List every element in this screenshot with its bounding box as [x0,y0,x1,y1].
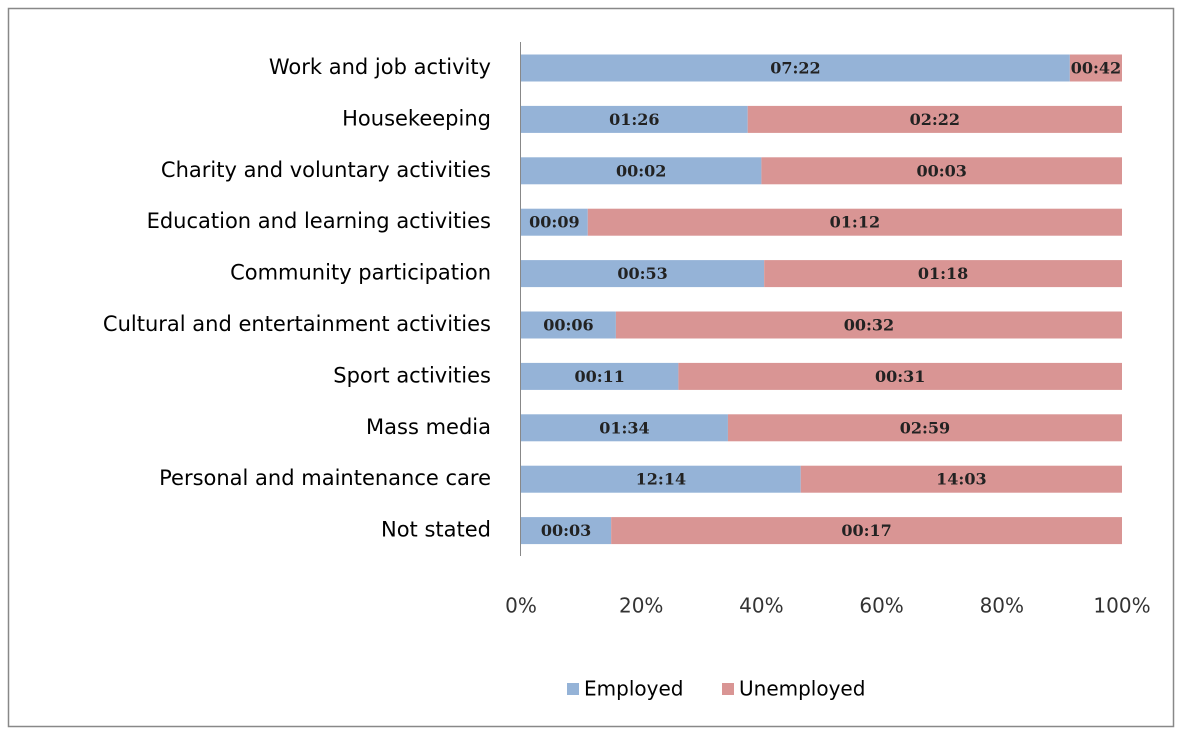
bar-segment [521,362,679,390]
category-label: Cultural and entertainment activities [103,312,491,336]
x-tick-label: 60% [859,594,903,618]
category-label: Mass media [366,415,491,439]
data-label: 12:14 [636,470,686,489]
data-label: 02:59 [900,418,950,437]
data-label: 00:32 [844,316,894,335]
data-label: 02:22 [910,110,960,129]
bar-segment [611,517,1122,545]
data-label: 14:03 [936,470,986,489]
data-label: 07:22 [770,59,820,78]
bar-segment [761,157,1122,185]
data-label: 00:17 [841,521,891,540]
data-label: 01:34 [599,418,649,437]
bar-segment [521,517,612,545]
data-label: 00:03 [541,521,591,540]
x-tick-label: 0% [505,594,537,618]
bar-segment [764,260,1122,288]
category-label: Sport activities [333,363,491,387]
bar-segment [521,260,765,288]
data-label: 00:03 [916,161,966,180]
category-label: Education and learning activities [147,209,491,233]
bar-segment [587,208,1122,236]
bar-segment [800,465,1122,493]
bar-segment [615,311,1122,339]
x-tick-label: 40% [739,594,783,618]
bar-segment [521,311,616,339]
data-label: 00:09 [529,213,579,232]
bar-segment [521,208,588,236]
data-label: 00:06 [543,316,593,335]
category-label: Work and job activity [269,55,491,79]
category-label: Community participation [230,261,491,285]
legend-label: Employed [584,677,683,701]
data-label: 00:53 [617,264,667,283]
legend-swatch [722,683,734,695]
category-label: Not stated [381,518,491,542]
category-label: Charity and voluntary activities [161,158,491,182]
bar-segment [521,105,748,133]
data-label: 01:12 [830,213,880,232]
bar-segment [727,414,1122,442]
x-tick-label: 20% [619,594,663,618]
data-label: 01:18 [918,264,968,283]
bar-segment [521,54,1070,82]
bar-segment [521,157,762,185]
bar-segment [678,362,1122,390]
data-label: 01:26 [609,110,659,129]
bar-segment [747,105,1122,133]
bar-segment [521,465,801,493]
bar-segment [521,414,728,442]
data-label: 00:42 [1071,59,1121,78]
data-label: 00:31 [875,367,925,386]
data-label: 00:02 [616,161,666,180]
data-label: 00:11 [574,367,624,386]
category-label: Personal and maintenance care [159,466,491,490]
bar-segment [1069,54,1122,82]
legend-swatch [567,683,579,695]
x-tick-label: 100% [1093,594,1150,618]
x-tick-label: 80% [980,594,1024,618]
category-label: Housekeeping [342,106,491,130]
legend-label: Unemployed [739,677,865,701]
